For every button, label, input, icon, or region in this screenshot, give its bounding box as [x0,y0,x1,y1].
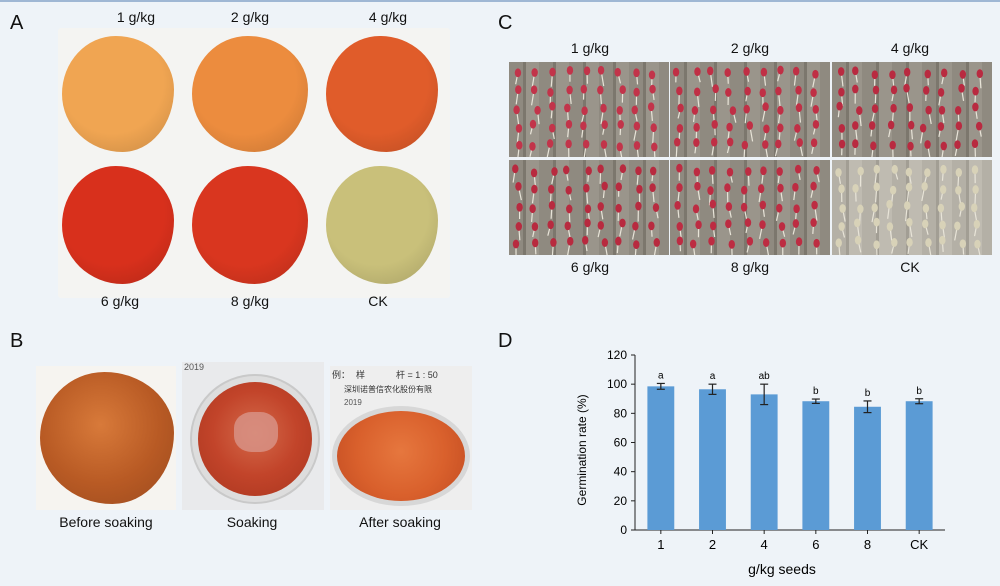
bar-6 [802,401,830,530]
seed-pile-2 [192,36,308,152]
significance-label-1: a [658,370,664,381]
panel-a-label-4: 4 g/kg [368,9,408,25]
soaking-photo-text: 2019 [184,362,205,372]
after-photo-text-4: 深圳诺普信农化股份有限 [344,385,432,394]
x-tick-label-2: 2 [709,537,716,552]
panel-c-letter: C [498,12,513,34]
panel-b-label-after: After soaking [359,514,441,530]
x-tick-label-1: 1 [657,537,664,552]
y-tick-label: 20 [614,494,628,508]
seed-pile-6 [62,166,174,284]
germination-photo-4 [832,62,992,157]
after-photo-text-3: 杆 = 1 : 50 [396,370,438,380]
germination-photo-6 [509,160,669,255]
after-petri-dish [332,406,470,506]
seed-pile-1 [62,36,174,152]
panel-a-label-2: 2 g/kg [230,9,270,25]
y-tick-label: 40 [614,465,628,479]
x-axis-label: g/kg seeds [748,561,816,577]
y-tick-label: 120 [607,348,627,362]
bar-CK [905,401,933,530]
y-tick-label: 60 [614,436,628,450]
panel-c-label-ck: CK [900,259,920,275]
x-tick-label-6: 6 [812,537,819,552]
germination-photo-8 [670,160,830,255]
petri-dish [190,374,320,504]
significance-label-8: b [865,388,871,399]
after-photo-text-1: 例： [332,370,351,380]
y-tick-label: 0 [620,523,627,537]
panel-b-label-before: Before soaking [59,514,153,530]
bar-1 [647,386,675,530]
before-soaking-seeds [40,372,174,504]
y-axis-label: Germination rate (%) [575,394,589,505]
panel-a-label-8: 8 g/kg [230,293,270,309]
seed-pile-8 [192,166,308,284]
germination-photo-2 [670,62,830,157]
x-tick-label-4: 4 [761,537,768,552]
bar-8 [854,406,881,530]
x-tick-label-8: 8 [864,537,871,552]
panel-a-label-6: 6 g/kg [100,293,140,309]
significance-label-6: b [813,386,819,397]
panel-a-label-ck: CK [368,293,388,309]
bar-4 [750,394,778,530]
panel-b-before-photo [36,366,176,510]
significance-label-4: ab [759,371,771,382]
after-photo-text-5: 2019 [344,398,362,407]
panel-c-label-8: 8 g/kg [730,259,770,275]
top-border-line [0,0,1000,2]
soaking-solution-reflection [234,412,278,452]
seed-pile-ck [326,166,438,284]
germination-photo-1 [509,62,669,157]
panel-b-label-soaking: Soaking [226,514,278,530]
panel-c-label-6: 6 g/kg [570,259,610,275]
significance-label-2: a [710,371,716,382]
bar-2 [699,389,726,530]
after-photo-text-2: 样 [356,370,366,380]
panel-b-after-photo: 例： 样 杆 = 1 : 50 深圳诺普信农化股份有限 2019 [330,366,472,510]
panel-a-letter: A [10,12,24,34]
after-soaking-seeds [337,411,465,501]
panel-b-soaking-photo: 2019 [182,362,324,510]
germination-chart: Germination rate (%) g/kg seeds 0 20 40 60 8… [575,348,945,577]
panel-c-label-1: 1 g/kg [570,40,610,56]
y-tick-label: 80 [614,406,628,420]
panel-c-label-2: 2 g/kg [730,40,770,56]
panel-a-label-1: 1 g/kg [116,9,156,25]
panel-b-letter: B [10,330,24,352]
y-tick-label: 100 [607,377,627,391]
x-tick-label-CK: CK [910,537,928,552]
significance-label-CK: b [916,386,922,397]
panel-c-label-4: 4 g/kg [890,40,930,56]
panel-d-letter: D [498,330,513,352]
seed-pile-4 [326,36,438,152]
germination-photo-ck [832,160,992,255]
